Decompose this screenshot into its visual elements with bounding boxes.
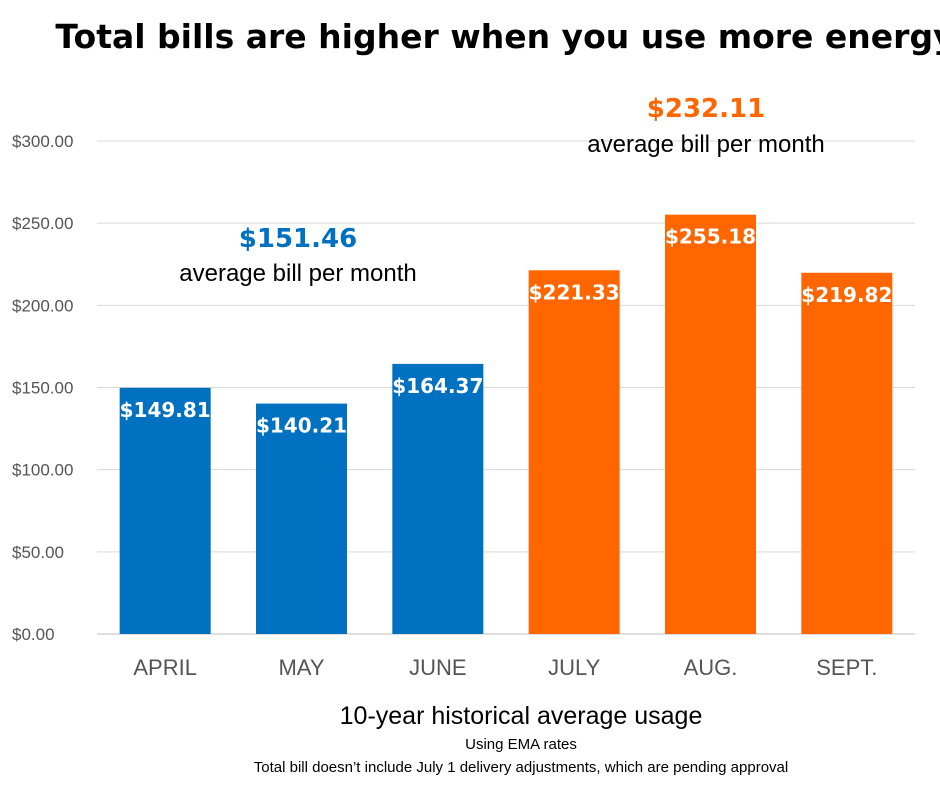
x-tick-label: SEPT.	[816, 655, 877, 680]
footnote-rates: Using EMA rates	[465, 736, 577, 753]
y-tick-label: $300.00	[12, 132, 73, 151]
x-tick-label: AUG.	[684, 655, 738, 680]
y-tick-label: $250.00	[12, 214, 73, 233]
x-tick-label: APRIL	[133, 655, 197, 680]
data-label: $149.81	[120, 398, 211, 422]
bar	[665, 214, 756, 634]
y-tick-label: $0.00	[12, 625, 55, 644]
data-label: $221.33	[529, 280, 620, 304]
spring-average-value: $151.46	[239, 224, 357, 254]
bars	[119, 214, 893, 634]
x-tick-label: JULY	[548, 655, 600, 680]
summer-average-annotation: $232.11 average bill per month	[587, 94, 824, 158]
x-tick-label: JUNE	[409, 655, 466, 680]
footnote-delivery-adjustments: Total bill doesn’t include July 1 delive…	[254, 759, 788, 776]
spring-average-text: average bill per month	[179, 260, 416, 287]
spring-average-annotation: $151.46 average bill per month	[179, 224, 416, 287]
gridlines	[97, 140, 915, 553]
x-axis-label: 10-year historical average usage	[340, 702, 703, 730]
bar	[528, 270, 620, 634]
data-label: $219.82	[801, 283, 892, 307]
y-axis-ticks: $0.00 $50.00 $100.00 $150.00 $200.00 $250.00 $…	[12, 132, 73, 644]
bar	[256, 403, 347, 634]
x-tick-label: MAY	[278, 655, 324, 680]
summer-average-text: average bill per month	[587, 131, 824, 158]
y-tick-label: $200.00	[12, 296, 73, 315]
bar	[119, 387, 211, 634]
x-axis-ticks: APRIL MAY JUNE JULY AUG. SEPT.	[133, 655, 877, 680]
data-label: $255.18	[665, 225, 756, 249]
data-label: $140.21	[256, 414, 347, 438]
data-labels: $149.81 $140.21 $164.37 $221.33 $255.18 $219.…	[120, 225, 893, 438]
summer-average-value: $232.11	[647, 94, 765, 124]
y-tick-label: $50.00	[12, 543, 64, 562]
y-tick-label: $100.00	[12, 461, 73, 480]
data-label: $164.37	[392, 374, 483, 398]
chart-title: Total bills are higher when you use more…	[55, 17, 940, 56]
bar	[801, 272, 893, 634]
bar	[392, 363, 484, 634]
y-tick-label: $150.00	[12, 379, 73, 398]
